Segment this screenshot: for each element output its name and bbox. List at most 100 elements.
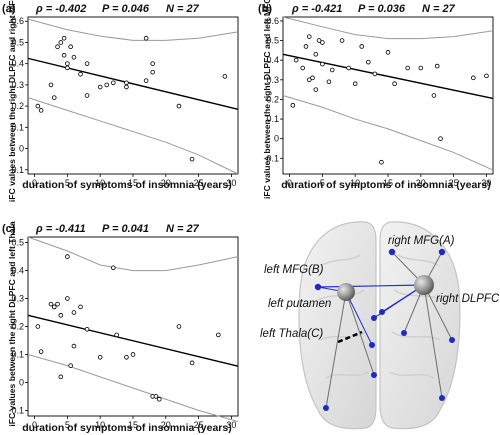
data-point bbox=[339, 38, 345, 43]
data-point bbox=[35, 324, 41, 329]
x-tick-label: 10 bbox=[350, 178, 360, 188]
data-point bbox=[48, 301, 54, 307]
n-stat: N = 27 bbox=[422, 3, 456, 15]
data-point bbox=[405, 65, 410, 71]
plot-frame bbox=[282, 16, 494, 175]
data-point bbox=[55, 301, 60, 307]
x-tick-label: 25 bbox=[449, 178, 459, 188]
x-tick-label: 0 bbox=[287, 178, 292, 188]
x-tick-label: 30 bbox=[226, 420, 236, 430]
data-point bbox=[306, 77, 312, 83]
data-point bbox=[290, 103, 296, 108]
y-tick-label: -0.1 bbox=[8, 165, 24, 175]
data-point bbox=[111, 80, 116, 86]
brain-connectivity-figure: right MFG(A) left MFG(B) left putamen ri… bbox=[260, 221, 500, 430]
data-point bbox=[71, 343, 77, 349]
y-tick-label: 0.4 bbox=[11, 59, 24, 69]
x-tick-label: 5 bbox=[65, 178, 70, 188]
data-point bbox=[55, 44, 60, 50]
rho-stat: ρ = -0.411 bbox=[35, 223, 86, 235]
y-tick-label: 0.5 bbox=[11, 37, 24, 47]
y-tick-label: 0.3 bbox=[266, 75, 279, 85]
x-tick-label: 0 bbox=[32, 178, 37, 188]
data-point bbox=[346, 65, 351, 71]
rho-stat: ρ = -0.402 bbox=[35, 3, 86, 15]
seed-spheres bbox=[337, 275, 434, 301]
data-point bbox=[78, 304, 83, 310]
data-point bbox=[392, 81, 397, 87]
data-point bbox=[65, 65, 70, 71]
data-point bbox=[306, 34, 312, 39]
x-tick-label: 25 bbox=[194, 420, 204, 430]
data-point bbox=[104, 82, 110, 88]
data-point bbox=[176, 324, 182, 329]
y-tick-label: 0.6 bbox=[11, 16, 24, 26]
scatter-panel-a: (a) ρ = -0.402 P = 0.046 N = 27 iFC valu… bbox=[2, 0, 239, 202]
x-tick-label: 30 bbox=[226, 178, 236, 188]
x-tick-label: 15 bbox=[128, 178, 138, 188]
n-stat: N = 27 bbox=[166, 223, 200, 235]
y-tick-label: 0.2 bbox=[11, 322, 24, 332]
data-point bbox=[61, 35, 67, 41]
x-axis-label: duration of symptoms of insomnia (years) bbox=[281, 179, 490, 191]
data-point bbox=[58, 313, 64, 318]
scatter-panel-c: (c) ρ = -0.411 P = 0.041 N = 27 iFC valu… bbox=[2, 221, 239, 434]
x-tick-label: 25 bbox=[194, 178, 204, 188]
x-tick-label: 15 bbox=[383, 178, 393, 188]
node-markers bbox=[314, 248, 455, 411]
x-tick-label: 5 bbox=[320, 178, 325, 188]
data-point bbox=[303, 44, 309, 49]
y-axis-label: iFC values between the right DLPFC and l… bbox=[262, 0, 272, 199]
data-point bbox=[293, 57, 299, 63]
y-tick-label: 0.6 bbox=[266, 16, 279, 26]
data-point bbox=[84, 326, 90, 332]
data-point bbox=[189, 360, 195, 366]
rho-stat: ρ = -0.421 bbox=[291, 3, 342, 15]
data-point bbox=[97, 84, 103, 90]
p-stat: P = 0.046 bbox=[102, 3, 150, 15]
x-tick-label: 0 bbox=[32, 420, 37, 430]
data-point bbox=[51, 304, 57, 310]
data-point bbox=[352, 81, 358, 87]
data-point bbox=[320, 40, 325, 45]
left-thala-label: left Thala(C) bbox=[260, 328, 323, 340]
data-point bbox=[471, 75, 476, 81]
data-point bbox=[68, 363, 73, 368]
data-point bbox=[222, 74, 228, 79]
data-point bbox=[65, 61, 70, 66]
data-point bbox=[326, 79, 332, 85]
data-point bbox=[153, 394, 159, 399]
data-point bbox=[150, 69, 155, 75]
data-point bbox=[379, 159, 384, 165]
regression-line bbox=[27, 314, 239, 367]
x-tick-label: 20 bbox=[161, 178, 171, 188]
left-putamen-label: left putamen bbox=[268, 298, 331, 310]
data-point bbox=[35, 103, 41, 109]
data-point bbox=[65, 296, 70, 301]
data-point bbox=[484, 73, 489, 79]
x-tick-label: 20 bbox=[416, 178, 426, 188]
y-tick-label: 0.3 bbox=[11, 294, 24, 304]
data-point bbox=[329, 67, 335, 73]
data-point bbox=[310, 75, 315, 81]
data-point bbox=[385, 50, 391, 55]
data-point bbox=[313, 87, 319, 92]
y-tick-label: 0.1 bbox=[11, 122, 24, 132]
right-dlpfc-label: right DLPFC bbox=[436, 293, 500, 305]
y-tick-label: 0.2 bbox=[11, 101, 24, 111]
y-tick-label: 0.1 bbox=[266, 114, 279, 124]
confidence-band-lower bbox=[27, 353, 239, 423]
x-tick-label: 15 bbox=[128, 420, 138, 430]
data-point bbox=[58, 40, 64, 45]
data-point bbox=[58, 374, 64, 380]
data-point bbox=[320, 61, 325, 67]
data-point bbox=[189, 156, 195, 162]
x-axis-label: duration of symptoms of insomnia (years) bbox=[22, 179, 231, 191]
n-stat: N = 27 bbox=[166, 3, 200, 15]
confidence-band-upper bbox=[27, 18, 239, 41]
data-point bbox=[111, 265, 116, 271]
x-axis-label: duration of symptoms of insomnia (years) bbox=[22, 422, 231, 434]
data-point bbox=[316, 38, 322, 43]
data-point bbox=[150, 61, 155, 66]
y-tick-label: 0.2 bbox=[266, 94, 279, 104]
